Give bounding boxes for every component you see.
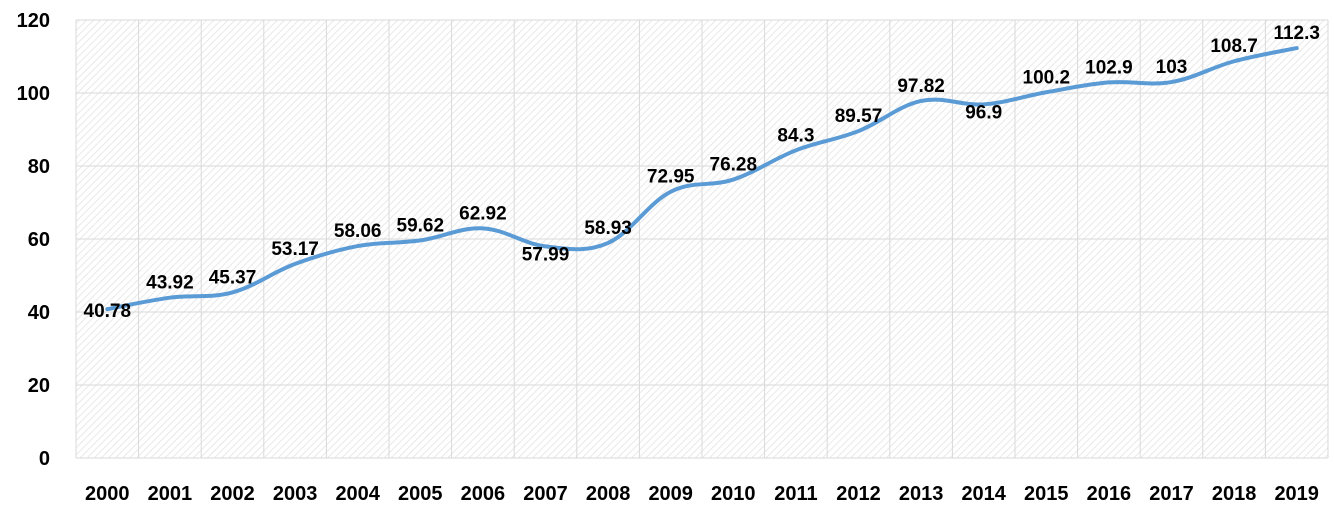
y-tick-label: 120 — [17, 10, 50, 32]
series-line — [105, 46, 1299, 312]
x-tick-label: 2011 — [774, 483, 817, 505]
x-tick-label: 2009 — [648, 483, 693, 505]
x-tick-label: 2013 — [899, 483, 944, 505]
x-tick-label: 2006 — [461, 483, 506, 505]
y-tick-label: 0 — [39, 448, 50, 470]
data-label: 57.99 — [522, 244, 570, 265]
data-label: 102.9 — [1085, 57, 1133, 78]
x-tick-label: 2007 — [523, 483, 568, 505]
x-tick-label: 2015 — [1024, 483, 1069, 505]
x-tick-label: 2010 — [711, 483, 756, 505]
x-tick-label: 2017 — [1149, 483, 1194, 505]
y-tick-label: 20 — [28, 375, 50, 397]
data-label: 89.57 — [835, 106, 883, 127]
data-label: 112.3 — [1273, 23, 1320, 44]
x-tick-label: 2002 — [210, 483, 255, 505]
data-label: 53.17 — [271, 239, 319, 260]
x-tick-label: 2014 — [961, 483, 1006, 505]
data-label: 62.92 — [459, 203, 507, 224]
gridlines — [75, 19, 1329, 459]
data-label: 72.95 — [647, 167, 695, 188]
y-tick-label: 100 — [17, 83, 50, 105]
x-tick-label: 2019 — [1274, 483, 1319, 505]
data-label: 84.3 — [777, 125, 814, 146]
data-label: 103 — [1156, 57, 1188, 78]
x-tick-label: 2003 — [273, 483, 318, 505]
x-tick-label: 2000 — [85, 483, 130, 505]
x-tick-label: 2018 — [1212, 483, 1257, 505]
x-tick-label: 2004 — [335, 483, 380, 505]
data-labels: 40.78 43.92 45.37 53.17 58.06 59.62 62.92 57.99… — [84, 23, 1320, 322]
data-label: 58.93 — [584, 218, 632, 239]
x-tick-label: 2005 — [398, 483, 443, 505]
data-label: 40.78 — [84, 301, 132, 322]
data-label: 45.37 — [209, 267, 257, 288]
x-axis: 2000 2001 2002 2003 2004 2005 2006 2007 2008 2009… — [85, 483, 1319, 505]
data-label: 97.82 — [897, 76, 945, 97]
data-label: 76.28 — [710, 155, 758, 176]
y-axis: 0 20 40 60 80 100 120 — [17, 10, 50, 470]
data-label: 43.92 — [146, 273, 194, 294]
data-label: 108.7 — [1210, 36, 1258, 57]
x-tick-label: 2012 — [836, 483, 881, 505]
data-label: 58.06 — [334, 221, 382, 242]
x-tick-label: 2008 — [586, 483, 631, 505]
data-label: 96.9 — [965, 102, 1002, 123]
y-tick-label: 80 — [28, 156, 50, 178]
y-tick-label: 60 — [28, 229, 50, 251]
data-label: 59.62 — [397, 215, 445, 236]
x-tick-label: 2001 — [148, 483, 193, 505]
y-tick-label: 40 — [28, 302, 50, 324]
x-tick-label: 2016 — [1087, 483, 1132, 505]
data-label: 100.2 — [1023, 67, 1071, 88]
